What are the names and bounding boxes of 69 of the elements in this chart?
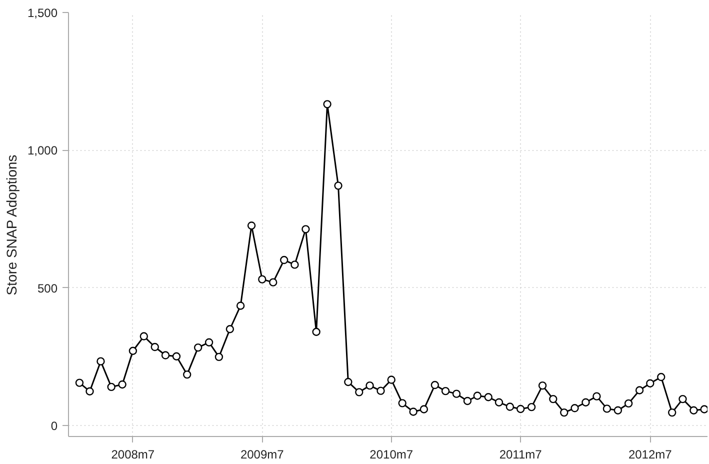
point	[355, 388, 364, 396]
point	[570, 404, 579, 412]
y-tick-label: 0	[50, 418, 58, 433]
point	[226, 325, 234, 334]
point	[280, 256, 288, 264]
x-tick-label: 2009m7	[240, 448, 284, 462]
point	[420, 405, 428, 414]
point	[214, 352, 224, 362]
point	[549, 394, 558, 404]
y-tick-label: 1,000	[27, 144, 58, 158]
x-tick-label: 2011m7	[499, 448, 542, 462]
point	[344, 378, 352, 386]
point	[527, 402, 536, 412]
point	[96, 357, 105, 366]
point	[678, 394, 687, 404]
point	[107, 382, 116, 392]
point	[560, 408, 568, 417]
point	[194, 343, 202, 352]
point	[398, 399, 406, 408]
x-tick-label: 2010m7	[370, 448, 414, 462]
point	[387, 376, 396, 384]
point	[516, 404, 525, 414]
point	[86, 387, 94, 396]
point	[624, 399, 633, 408]
point	[690, 406, 698, 414]
point	[484, 393, 492, 402]
point	[646, 379, 654, 388]
point	[258, 275, 266, 284]
y-tick-label: 500	[37, 281, 58, 296]
y-axis-title: Store SNAP Adoptions	[3, 154, 20, 296]
point	[700, 405, 708, 414]
point	[602, 404, 612, 413]
point	[247, 222, 256, 230]
point	[204, 338, 214, 346]
point	[635, 386, 644, 394]
point	[506, 402, 514, 411]
point	[452, 390, 461, 398]
point	[290, 260, 299, 269]
point	[269, 278, 278, 286]
point	[582, 398, 590, 406]
point	[441, 386, 450, 396]
point	[236, 302, 245, 310]
point	[538, 381, 547, 390]
point	[150, 342, 159, 352]
point	[312, 328, 320, 336]
point	[614, 406, 622, 414]
point	[366, 381, 374, 390]
point	[161, 351, 170, 360]
point	[494, 398, 504, 406]
point	[323, 100, 332, 108]
point	[118, 380, 126, 389]
x-tick-label: 2012m7	[628, 448, 672, 462]
point	[128, 346, 138, 355]
y-tick-label: 1,500	[27, 6, 58, 20]
x-tick-label: 2008m7	[111, 448, 155, 462]
point	[75, 378, 84, 387]
point	[302, 225, 310, 234]
point	[463, 396, 472, 406]
point	[376, 386, 385, 395]
point	[140, 332, 148, 340]
point	[657, 372, 666, 382]
point	[334, 182, 342, 190]
point	[668, 408, 676, 417]
point	[592, 392, 601, 400]
point	[409, 408, 418, 416]
point	[430, 380, 440, 390]
point	[473, 392, 482, 400]
point	[172, 352, 181, 360]
point	[182, 370, 192, 379]
